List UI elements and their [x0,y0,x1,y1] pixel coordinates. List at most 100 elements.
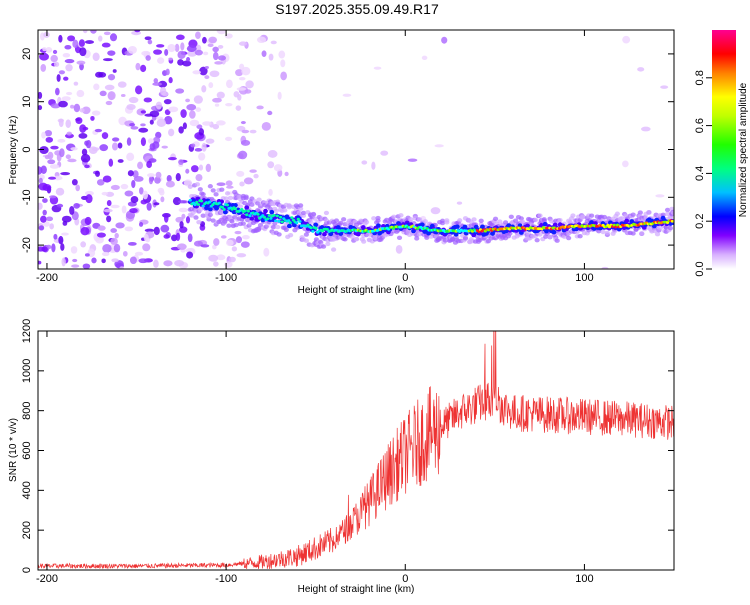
signal-peak [201,204,205,208]
noise-blob [163,98,172,105]
signal-core [204,205,209,211]
noise-blob [209,70,220,78]
noise-blob [70,104,75,109]
signal-halo [408,217,414,222]
noise-blob [57,138,66,143]
noise-blob [65,91,73,96]
signal-peak [296,217,300,221]
noise-blob [231,246,238,252]
y-tick-label: 600 [21,441,33,459]
signal-halo [667,225,674,231]
signal-halo [341,217,347,222]
noise-blob [144,36,152,41]
signal-peak [195,200,199,204]
noise-blob [164,115,173,125]
signal-peak [240,207,244,211]
signal-peak [298,219,302,223]
signal-halo [216,219,222,225]
noise-blob [225,103,233,107]
noise-blob [56,203,64,208]
signal-peak [280,220,284,224]
noise-blob [198,128,205,136]
signal-halo [577,234,583,239]
noise-blob [112,142,119,151]
noise-blob [38,105,43,111]
noise-blob [140,110,146,114]
colorbar-gradient [712,30,736,269]
noise-blob [96,232,106,238]
signal-halo [557,217,563,223]
snr-x-label: Height of straight line (km) [298,584,415,595]
y-tick-label: 0 [21,146,33,152]
noise-blob [198,164,204,171]
noise-blob [111,258,119,263]
signal-core [525,223,531,228]
noise-blob [107,73,116,81]
noise-blob [120,93,126,97]
spectrogram-x-label: Height of straight line (km) [298,285,415,296]
noise-blob [47,151,54,160]
noise-blob [129,256,137,265]
noise-blob [131,179,136,189]
noise-blob [126,137,132,146]
noise-blob [225,180,233,187]
noise-blob [235,69,244,77]
noise-blob [71,178,78,186]
signal-halo [654,232,661,237]
noise-blob [115,222,125,229]
noise-blob [143,233,149,242]
noise-blob [277,91,282,100]
signal-halo [310,211,317,217]
noise-blob [143,97,153,103]
noise-blob [601,266,609,269]
signal-halo [333,218,340,223]
noise-blob [38,177,43,184]
signal-peak [269,217,273,220]
signal-halo [588,213,595,218]
signal-peak [272,213,276,217]
noise-blob [82,126,89,131]
signal-halo [566,235,572,241]
x-tick-label: -100 [215,573,237,585]
noise-blob [129,208,138,214]
signal-halo [288,232,294,238]
signal-halo [270,224,277,230]
noise-blob [256,105,264,110]
colorbar-tick-label: 0.8 [694,70,706,85]
noise-blob [203,51,209,56]
noise-blob [212,244,217,250]
noise-blob [228,256,236,263]
noise-blob [140,137,146,147]
noise-blob [177,59,184,66]
noise-blob [261,122,271,131]
noise-blob [70,147,78,151]
noise-blob [280,59,286,68]
noise-blob [214,61,223,65]
noise-blob [91,147,100,151]
noise-blob [84,253,90,257]
signal-halo [477,237,483,243]
signal-core [241,214,247,219]
noise-blob [49,164,60,169]
noise-blob [166,174,172,182]
signal-halo [630,212,636,217]
signal-halo [233,222,239,228]
noise-blob [168,128,175,137]
noise-blob [153,226,160,236]
noise-blob [38,225,45,231]
signal-halo [320,244,327,249]
signal-halo [570,213,576,218]
noise-blob [67,158,77,163]
noise-blob [241,66,251,76]
noise-blob [182,60,192,67]
y-tick-label: -10 [21,189,33,205]
noise-blob [637,67,645,72]
noise-blob [61,257,66,267]
signal-core [453,232,459,237]
noise-blob [132,170,139,178]
signal-halo [226,223,232,228]
signal-halo [312,216,318,221]
noise-blob [267,110,273,116]
noise-blob [42,198,48,203]
noise-blob [135,85,143,95]
